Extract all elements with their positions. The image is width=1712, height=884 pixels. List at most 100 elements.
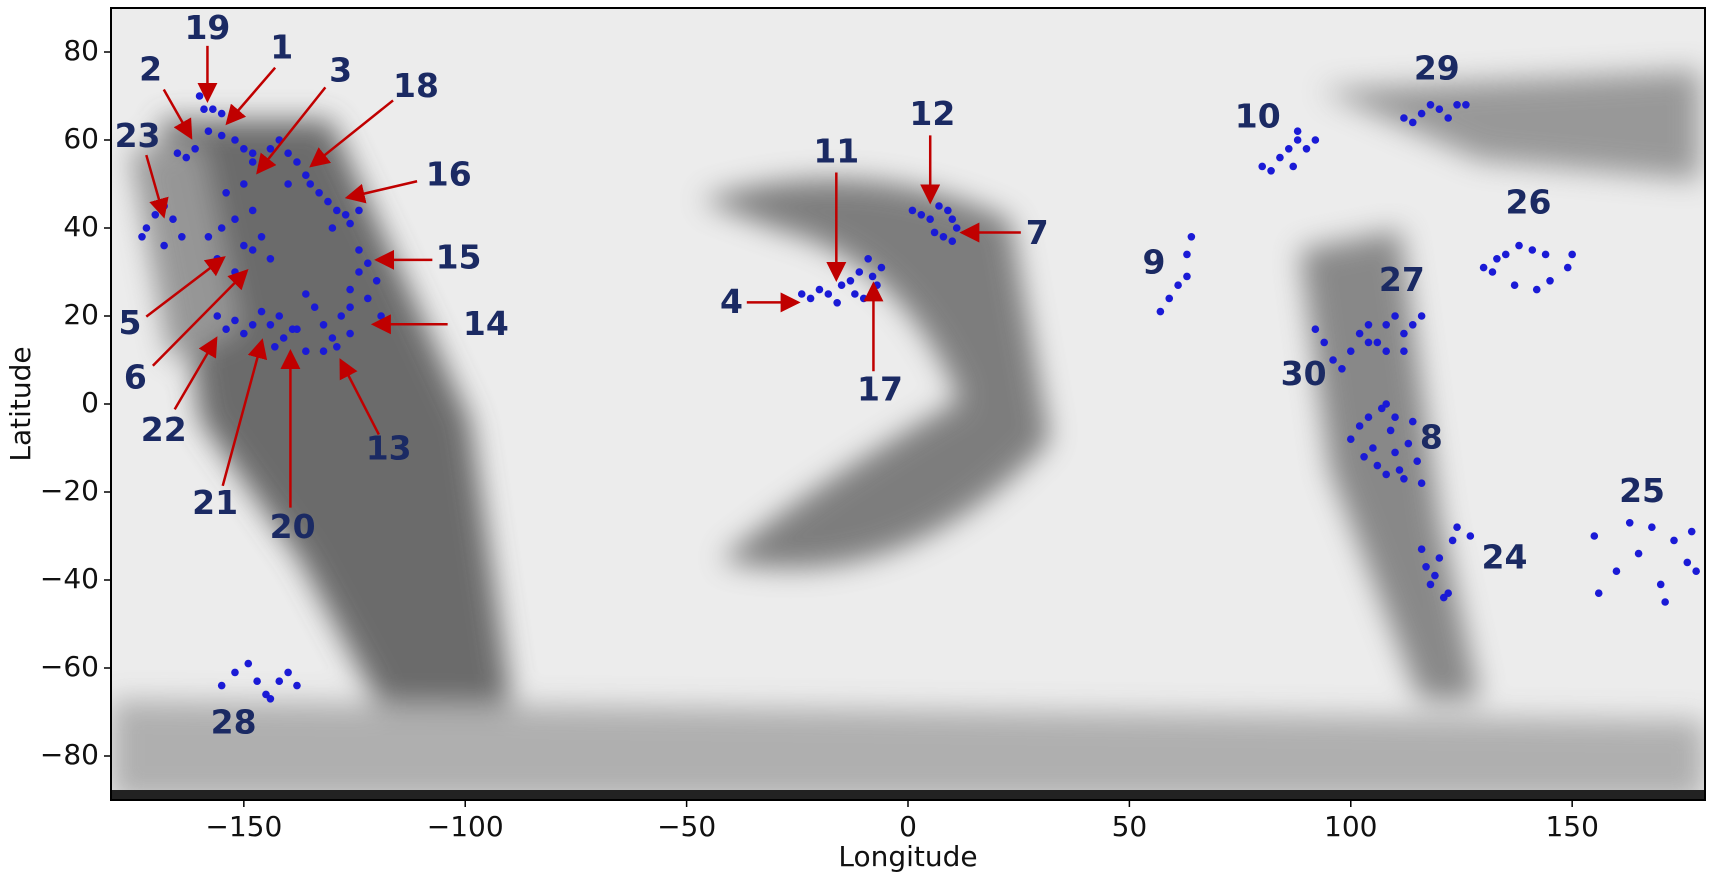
data-point	[1165, 294, 1174, 303]
data-point	[1355, 329, 1364, 338]
y-tick-label: −80	[40, 738, 99, 771]
data-point	[824, 290, 833, 298]
x-tick-label: −50	[657, 810, 716, 843]
data-point	[217, 681, 226, 690]
data-point	[1382, 347, 1390, 356]
arrow	[145, 154, 169, 219]
x-tick-label: 50	[1112, 810, 1148, 843]
data-point	[1488, 268, 1497, 276]
data-point	[1373, 461, 1382, 470]
data-point	[1453, 101, 1461, 109]
data-point	[266, 695, 275, 703]
arrow	[173, 336, 218, 411]
data-point	[195, 92, 204, 100]
data-point	[855, 268, 864, 276]
data-point	[346, 303, 354, 312]
data-point	[191, 145, 199, 153]
y-tick-label: 20	[63, 298, 99, 331]
arrow	[344, 180, 418, 204]
y-tick-label: −60	[40, 650, 99, 683]
data-point	[173, 149, 182, 157]
data-point	[1435, 105, 1444, 113]
y-tick-label: −20	[40, 474, 99, 507]
data-point	[337, 312, 346, 320]
data-point	[1670, 536, 1678, 545]
data-point	[1382, 321, 1390, 329]
data-point	[1311, 325, 1320, 334]
data-point	[926, 215, 934, 223]
y-tick-label: 60	[63, 122, 99, 155]
y-tick-label: −40	[40, 562, 99, 595]
annotation: 6	[124, 357, 147, 396]
data-point	[209, 105, 217, 113]
data-point	[1426, 580, 1435, 589]
data-point	[1590, 532, 1599, 540]
data-point	[935, 202, 943, 210]
data-point	[1400, 329, 1408, 338]
data-point	[355, 206, 363, 215]
annotation: 21	[192, 483, 238, 522]
data-point	[364, 294, 372, 303]
data-point	[372, 277, 381, 285]
annotation: 22	[141, 410, 187, 449]
annotation: 20	[270, 507, 316, 546]
data-point	[248, 149, 257, 157]
data-point	[1612, 567, 1621, 575]
data-point	[1687, 527, 1696, 536]
data-point	[1546, 277, 1554, 285]
data-point	[1515, 241, 1523, 250]
annotation: 10	[1235, 96, 1281, 135]
data-point	[1311, 136, 1320, 144]
x-axis-label: Longitude	[838, 840, 977, 873]
data-point	[1395, 466, 1404, 474]
data-point	[271, 343, 279, 351]
data-point	[1408, 118, 1417, 127]
data-point	[355, 268, 363, 276]
data-point	[1417, 312, 1426, 320]
data-point	[1267, 167, 1275, 175]
data-point	[231, 136, 239, 144]
data-point	[1435, 554, 1444, 562]
data-point	[288, 325, 297, 334]
data-point	[217, 131, 226, 140]
data-point	[151, 211, 160, 219]
data-point	[160, 241, 168, 250]
data-point	[948, 215, 957, 223]
data-point	[1400, 114, 1408, 122]
data-point	[257, 307, 266, 316]
data-point	[930, 228, 939, 237]
data-point	[1382, 400, 1390, 408]
data-point	[178, 233, 186, 241]
data-point	[1276, 153, 1284, 162]
data-point	[1364, 321, 1373, 329]
data-point	[346, 219, 354, 228]
data-point	[1183, 250, 1191, 259]
data-point	[833, 299, 841, 307]
data-point	[315, 189, 323, 197]
data-point	[333, 343, 341, 351]
data-point	[169, 215, 177, 223]
data-point	[1625, 519, 1634, 527]
data-point	[1284, 145, 1293, 153]
data-point	[1541, 250, 1550, 259]
data-point	[1404, 439, 1413, 448]
arrow	[151, 268, 249, 367]
data-point	[1302, 145, 1311, 153]
annotation: 28	[211, 702, 257, 741]
data-point	[231, 215, 239, 223]
data-point	[1417, 545, 1426, 553]
data-point	[1417, 479, 1426, 488]
data-point	[1634, 549, 1643, 558]
data-point	[952, 224, 961, 232]
data-point	[1364, 338, 1373, 347]
arrow	[162, 88, 193, 140]
annotation: 12	[909, 94, 955, 133]
data-point	[1444, 589, 1452, 597]
data-point	[204, 233, 213, 241]
data-point	[1364, 413, 1373, 422]
data-point	[1417, 109, 1426, 118]
annotation: 8	[1420, 417, 1443, 456]
data-point	[1462, 101, 1470, 109]
data-point	[1479, 263, 1488, 272]
data-point	[1355, 422, 1364, 430]
